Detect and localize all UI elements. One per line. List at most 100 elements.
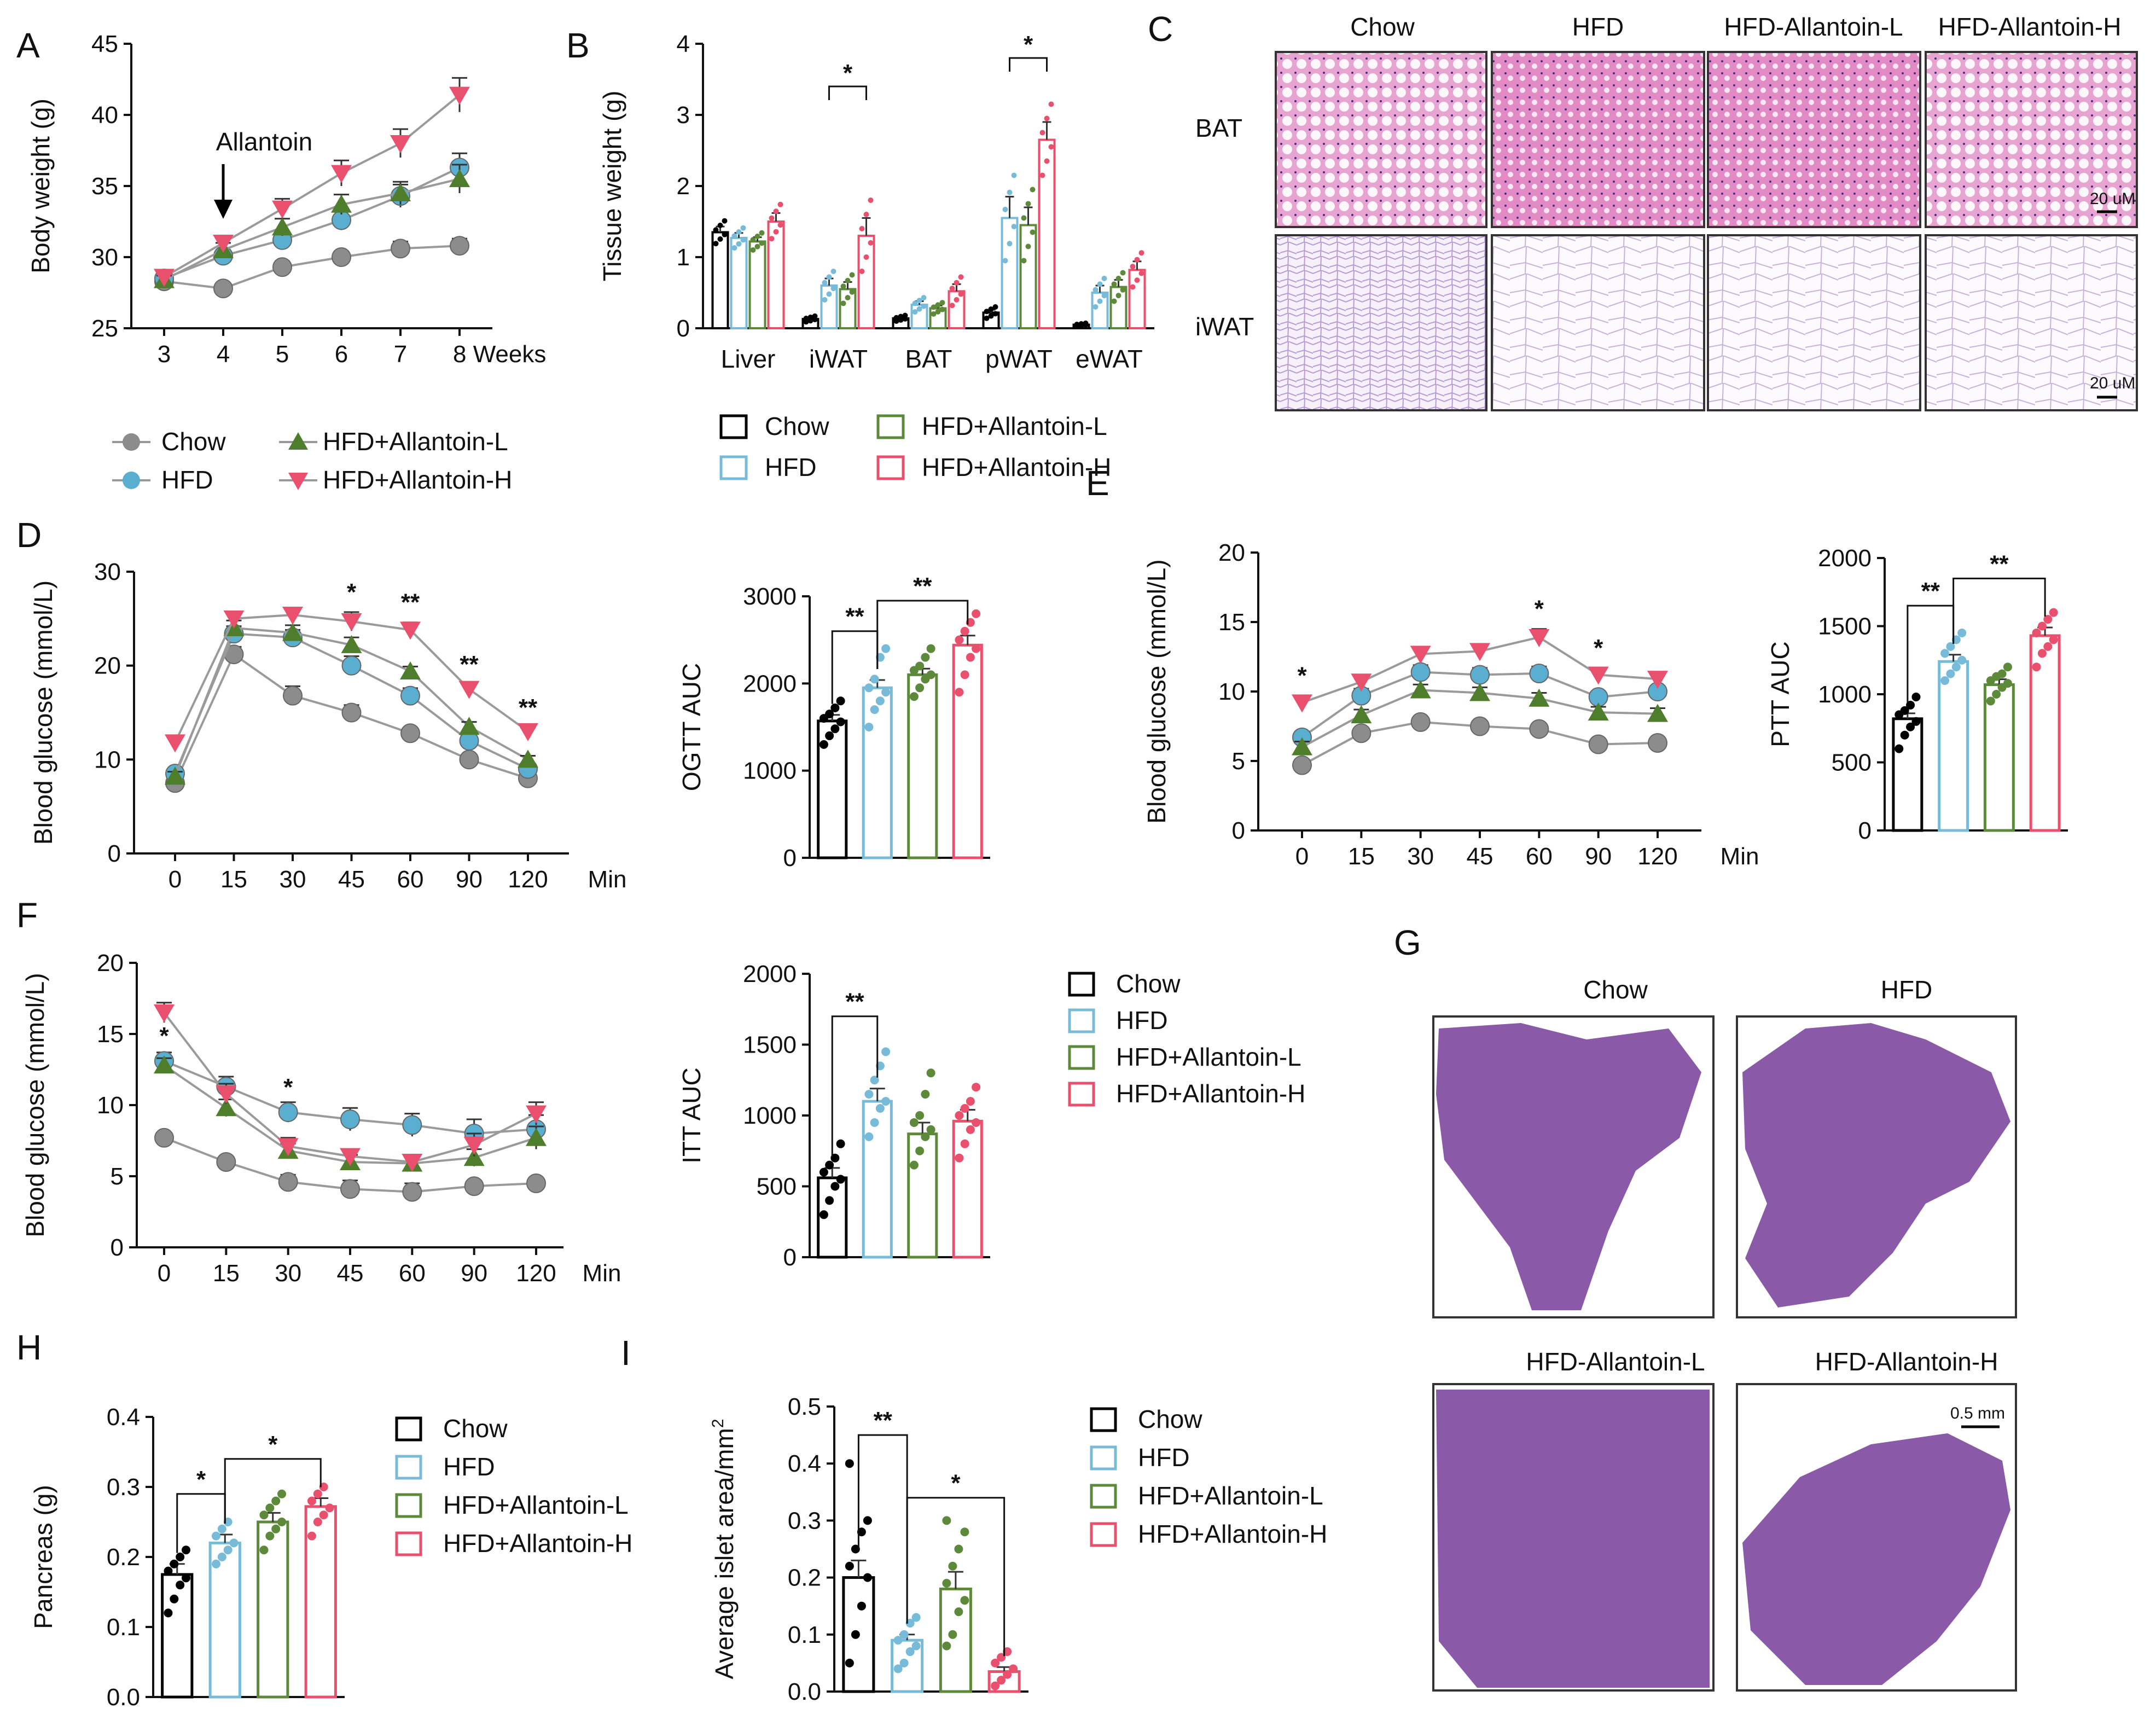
chart-F_auc-dot-low-1 [915,1146,925,1155]
chart-E-ytick-label-1: 5 [1232,748,1245,775]
chart-E_auc-ytick-label-2: 1000 [1818,681,1872,708]
chart-E-point-chow-1 [1351,723,1372,743]
chart-B: 0 1 2 3 4 Tissue weight (g) Liver iWAT BAT pWAT eW… [598,31,1154,373]
histo-bat-high [1925,51,2138,228]
chart-E_auc-bar-low [1983,683,2015,832]
chart-E_auc-dot-low-0 [1986,696,1995,706]
chart-B-dot-low-2-0 [931,311,937,317]
chart-H-dot-high-2 [319,1510,328,1520]
chart-D_auc-sig-label-1: ** [913,573,932,600]
chart-E-point-low-4 [1529,688,1550,707]
chart-I-dot-chow-8 [845,1459,854,1468]
chart-A-xtick-label-3: 6 [335,341,348,368]
chart-A-ytick-label-3: 40 [91,102,118,129]
histo-c-col-low: HFD-Allantoin-L [1724,13,1903,41]
chart-F-xtick-label-4: 60 [399,1260,426,1287]
chart-D-point-low-2 [282,623,303,641]
chart-B-dot-high-4-3 [1130,264,1136,270]
chart-F-point-low-6 [526,1128,547,1146]
chart-F: 0 5 10 15 20 Blood glucose (mmol/L) 0 15 30 45 60 9… [21,950,621,1287]
histo-iwat-chow [1275,234,1487,411]
chart-H-sig-bracket-1 [224,1458,322,1524]
chart-F_auc-dot-chow-5 [825,1160,834,1170]
chart-B-dot-low-4-1 [1115,293,1121,299]
chart-B-bar-hfd-0 [730,236,748,329]
chart-H-dot-chow-7 [182,1545,191,1555]
chart-E_auc-dot-chow-3 [1911,717,1921,726]
chart-B-dot-chow-0-3 [713,227,719,233]
chart-D_auc-dot-hfd-2 [875,696,885,706]
chart-I-dot-low-4 [942,1579,951,1588]
chart-B-dot-low-4-3 [1111,281,1117,287]
chart-A-xtick-label-4: 7 [394,341,407,368]
chart-D_auc-dot-hfd-5 [870,675,879,684]
chart-E_auc-dot-hfd-2 [1951,663,1961,672]
chart-B-dot-hfd-4-4 [1097,281,1103,287]
chart-F-point-chow-1 [216,1152,236,1172]
chart-B-category-1: iWAT [809,345,868,373]
chart-I-dot-high-4 [991,1658,1000,1667]
chart-B-dot-high-4-1 [1134,277,1140,283]
legend-h-chow-swatch [395,1416,422,1442]
chart-B-dot-hfd-1-4 [826,274,832,280]
chart-E_auc-dot-low-1 [1992,690,2001,699]
chart-F-xtick-label-5: 90 [461,1260,487,1287]
chart-B-dot-high-3-5 [1048,101,1054,107]
legend-a-high: HFD+Allantoin-H [323,466,512,494]
chart-B-dot-high-3-4 [1044,115,1050,121]
histo-g-low-tissue [1436,1390,1710,1688]
chart-B-dot-chow-2-5 [902,312,908,318]
chart-D_auc-dot-low-5 [915,661,925,671]
chart-E-xtick-label-0: 0 [1295,843,1309,870]
chart-D_auc-dot-high-4 [955,635,964,644]
chart-F_auc-dot-high-7 [972,1083,981,1092]
chart-A-xtick-label-0: 3 [158,341,171,368]
chart-E-point-high-0 [1292,694,1312,713]
panel-letter-a: A [16,26,40,65]
chart-E-ylabel: Blood glucose (mmol/L) [1142,559,1171,823]
chart-H-sig-label-1: * [268,1431,278,1458]
panel-letter-f: F [16,896,38,935]
chart-B-dot-hfd-3-1 [1007,241,1013,247]
chart-B-dot-hfd-2-3 [912,300,918,306]
chart-B-dot-high-2-2 [958,291,964,297]
chart-E_auc-dot-high-4 [2032,628,2041,637]
chart-B-dot-chow-4-3 [1074,321,1080,327]
chart-I-dot-high-3 [1009,1664,1018,1673]
chart-E-xtick-label-1: 15 [1348,843,1375,870]
chart-E_auc-dot-hfd-7 [1957,628,1967,637]
chart-E_auc-ytick-label-1: 500 [1832,749,1872,776]
chart-F_auc-ytick-label-2: 1000 [743,1102,797,1129]
chart-B-dot-high-3-0 [1039,172,1045,178]
chart-I-sig-bracket-1 [906,1497,1006,1657]
chart-F_auc-dot-hfd-7 [881,1047,891,1056]
chart-E-point-high-3 [1469,643,1490,661]
legend-a-chow-marker [123,433,140,451]
chart-D-point-chow-3 [341,702,362,723]
chart-E-point-chow-2 [1410,712,1431,732]
chart-A-point-chow-4 [391,239,410,259]
chart-E_auc-sig-label-0: ** [1921,578,1940,605]
chart-F_auc-dot-hfd-2 [875,1104,885,1113]
chart-E-point-chow-5 [1588,734,1608,754]
chart-F-xtick-label-0: 0 [158,1260,171,1287]
chart-D_auc-sig-bracket-1 [876,600,969,669]
chart-E_auc-dot-low-6 [1997,669,2007,678]
chart-E-ytick-label-3: 15 [1218,609,1245,636]
histo-c-col-hfd: HFD [1572,13,1624,41]
chart-F_auc-dot-low-6 [921,1090,930,1099]
chart-E_auc-dot-high-2 [2043,642,2053,651]
histo-c-row-bat: BAT [1195,114,1242,142]
chart-B-dot-hfd-2-0 [912,309,918,315]
chart-B-dot-low-3-3 [1021,215,1027,221]
chart-F-point-high-2 [277,1138,299,1157]
chart-E_auc-ytick-label-3: 1500 [1818,613,1872,640]
chart-H: 0.0 0.1 0.2 0.3 0.4 Pancreas (g) * * [29,1404,345,1711]
chart-F-point-chow-5 [464,1176,484,1196]
chart-I-sig-label-1: * [951,1470,961,1497]
chart-E_auc-dot-high-6 [2043,615,2053,624]
chart-A-ylabel: Body weight (g) [26,98,55,274]
chart-A-point-high-5 [449,86,470,105]
